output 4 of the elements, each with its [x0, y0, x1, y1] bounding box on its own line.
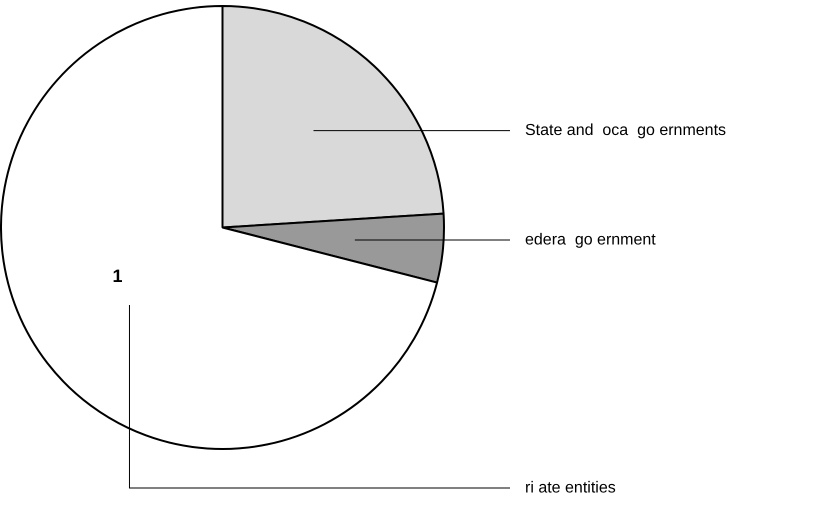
- slice-label: State and oca go ernments: [525, 122, 726, 140]
- slice-label: edera go ernment: [525, 231, 656, 248]
- text: 1: [112, 266, 122, 286]
- slice-label: ri ate entities: [525, 479, 616, 496]
